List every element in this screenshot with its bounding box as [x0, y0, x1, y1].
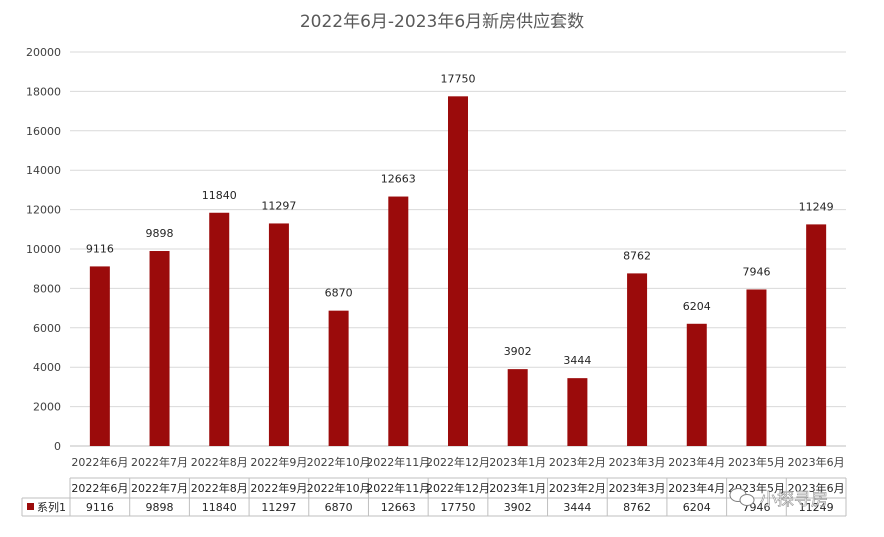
y-tick-label: 18000: [26, 85, 61, 98]
data-labels: 9116 9898 11840 11297 6870 12663 17750 3902 3444…: [86, 72, 834, 367]
bars: [89, 96, 827, 446]
chart-title: 2022年6月-2023年6月新房供应套数: [300, 12, 584, 32]
bar: [89, 266, 110, 446]
table-value-cell: 12663: [381, 501, 416, 514]
table-value-cell: 3902: [504, 501, 532, 514]
x-category-label: 2023年1月: [489, 455, 546, 469]
data-table: 2022年6月 9116 2022年7月 9898 2022年8月 11840 2022年9…: [21, 477, 847, 517]
data-label: 9116: [86, 242, 114, 255]
data-label: 9898: [146, 227, 174, 240]
watermark-text: 小探寻房: [760, 490, 828, 510]
data-label: 11297: [261, 199, 296, 212]
table-header-cell: 2022年12月: [426, 481, 490, 495]
x-category-label: 2022年8月: [191, 455, 248, 469]
y-tick-label: 20000: [26, 46, 61, 59]
bar: [567, 378, 588, 446]
table-header-cell: 2022年8月: [191, 481, 248, 495]
table-header-cell: 2022年6月: [71, 481, 128, 495]
x-category-label: 2023年4月: [668, 455, 725, 469]
watermark: 小探寻房: [729, 488, 828, 510]
x-category-label: 2023年3月: [609, 455, 666, 469]
table-value-cell: 9116: [86, 501, 114, 514]
data-label: 8762: [623, 249, 651, 262]
bar: [388, 196, 409, 446]
y-tick-label: 8000: [33, 282, 61, 295]
table-value-cell: 11249: [799, 501, 834, 514]
data-label: 6870: [325, 287, 353, 300]
y-tick-label: 2000: [33, 401, 61, 414]
data-label: 3902: [504, 345, 532, 358]
data-label: 11249: [799, 200, 834, 213]
table-header-cell: 2023年4月: [668, 481, 725, 495]
table-value-cell: 6870: [325, 501, 353, 514]
bar: [209, 212, 230, 446]
x-category-label: 2022年12月: [426, 455, 490, 469]
bar: [686, 323, 707, 446]
bar: [149, 251, 170, 446]
data-label: 12663: [381, 173, 416, 186]
table-value-cell: 8762: [623, 501, 651, 514]
y-axis-ticks: 0 2000 4000 6000 8000 10000 12000 14000 16000 180…: [26, 46, 61, 453]
x-category-label: 2023年2月: [549, 455, 606, 469]
x-category-label: 2022年7月: [131, 455, 188, 469]
table-header-cell: 2022年11月: [366, 481, 430, 495]
wechat-icon: [729, 488, 755, 506]
y-tick-label: 6000: [33, 322, 61, 335]
x-category-label: 2022年11月: [366, 455, 430, 469]
bar: [627, 273, 648, 446]
data-label: 6204: [683, 300, 711, 313]
table-header-cell: 2022年7月: [131, 481, 188, 495]
data-label: 7946: [742, 265, 770, 278]
table-header-cell: 2023年6月: [788, 481, 845, 495]
y-tick-label: 12000: [26, 204, 61, 217]
table-value-cell: 17750: [441, 501, 476, 514]
table-value-cell: 3444: [563, 501, 591, 514]
legend-series-name: 系列1: [37, 500, 66, 514]
table-value-cell: 11840: [202, 501, 237, 514]
y-tick-label: 4000: [33, 361, 61, 374]
table-header-cell: 2022年10月: [307, 481, 371, 495]
legend-swatch: [27, 503, 34, 510]
x-axis-categories: 2022年6月 2022年7月 2022年8月 2022年9月 2022年10月2022…: [71, 455, 844, 469]
y-tick-label: 14000: [26, 164, 61, 177]
table-value-cell: 11297: [261, 501, 296, 514]
data-label: 11840: [202, 189, 237, 202]
x-category-label: 2022年10月: [307, 455, 371, 469]
data-label: 17750: [441, 72, 476, 85]
data-label: 3444: [563, 354, 591, 367]
table-value-cell: 9898: [146, 501, 174, 514]
y-tick-label: 16000: [26, 125, 61, 138]
x-category-label: 2022年9月: [250, 455, 307, 469]
x-category-label: 2022年6月: [71, 455, 128, 469]
x-category-label: 2023年5月: [728, 455, 785, 469]
bar: [806, 224, 827, 446]
bar: [448, 96, 468, 446]
bar: [328, 310, 349, 446]
x-category-label: 2023年6月: [788, 455, 845, 469]
y-tick-label: 10000: [26, 243, 61, 256]
table-header-cell: 2022年9月: [250, 481, 307, 495]
table-header-cell: 2023年2月: [549, 481, 606, 495]
y-tick-label: 0: [54, 440, 61, 453]
bar: [507, 369, 528, 446]
table-header-cell: 2023年1月: [489, 481, 546, 495]
bar: [746, 289, 767, 446]
table-value-cell: 6204: [683, 501, 711, 514]
bar: [268, 223, 289, 446]
table-header-cell: 2023年3月: [609, 481, 666, 495]
